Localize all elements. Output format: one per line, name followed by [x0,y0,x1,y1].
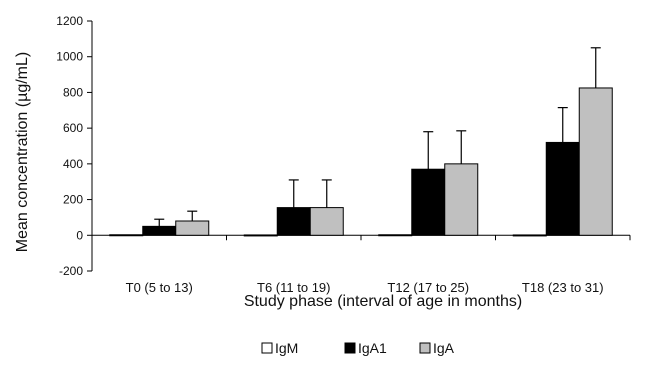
y-tick-label: 1000 [56,50,83,64]
bar-iga [309,207,344,236]
chart-legend: IgM IgA1 IgA [261,340,455,356]
bar-iga1 [545,141,580,236]
y-tick-label: 800 [63,85,83,99]
x-tick-label: T6 (11 to 19) [257,280,330,295]
y-tick-label: -200 [59,264,83,278]
legend-swatch-iga [419,342,431,354]
legend-label-iga: IgA [433,340,455,356]
legend-swatch-igm [261,342,273,354]
bar-igm [109,234,144,237]
bar-igm [512,234,547,237]
chart-labels: -200 0 200 400 600 800 1000 1200 T0 (5 to 13) T6 … [14,14,604,310]
legend-label-iga1: IgA1 [358,340,387,356]
bar-iga [578,87,613,236]
bar-iga [175,220,210,236]
x-tick-label: T18 (23 to 31) [522,280,604,295]
bar-iga1 [142,225,177,236]
x-tick-label: T12 (17 to 25) [387,280,469,295]
y-tick-label: 200 [63,193,83,207]
bar-igm [243,234,278,237]
legend-swatch-iga1 [344,342,356,354]
bar-iga1 [276,207,311,236]
bar-iga1 [411,168,446,236]
x-tick-label: T0 (5 to 13) [126,280,193,295]
bar-iga [444,163,479,236]
y-axis-title: Mean concentration (µg/mL) [14,52,31,252]
legend-label-igm: IgM [275,340,298,356]
y-tick-label: 1200 [56,14,83,28]
bar-igm [378,234,413,237]
x-axis-title: Study phase (interval of age in months) [244,293,522,310]
y-tick-label: 400 [63,157,83,171]
y-tick-label: 600 [63,121,83,135]
chart-bars [109,47,613,237]
y-tick-label: 0 [76,228,83,242]
